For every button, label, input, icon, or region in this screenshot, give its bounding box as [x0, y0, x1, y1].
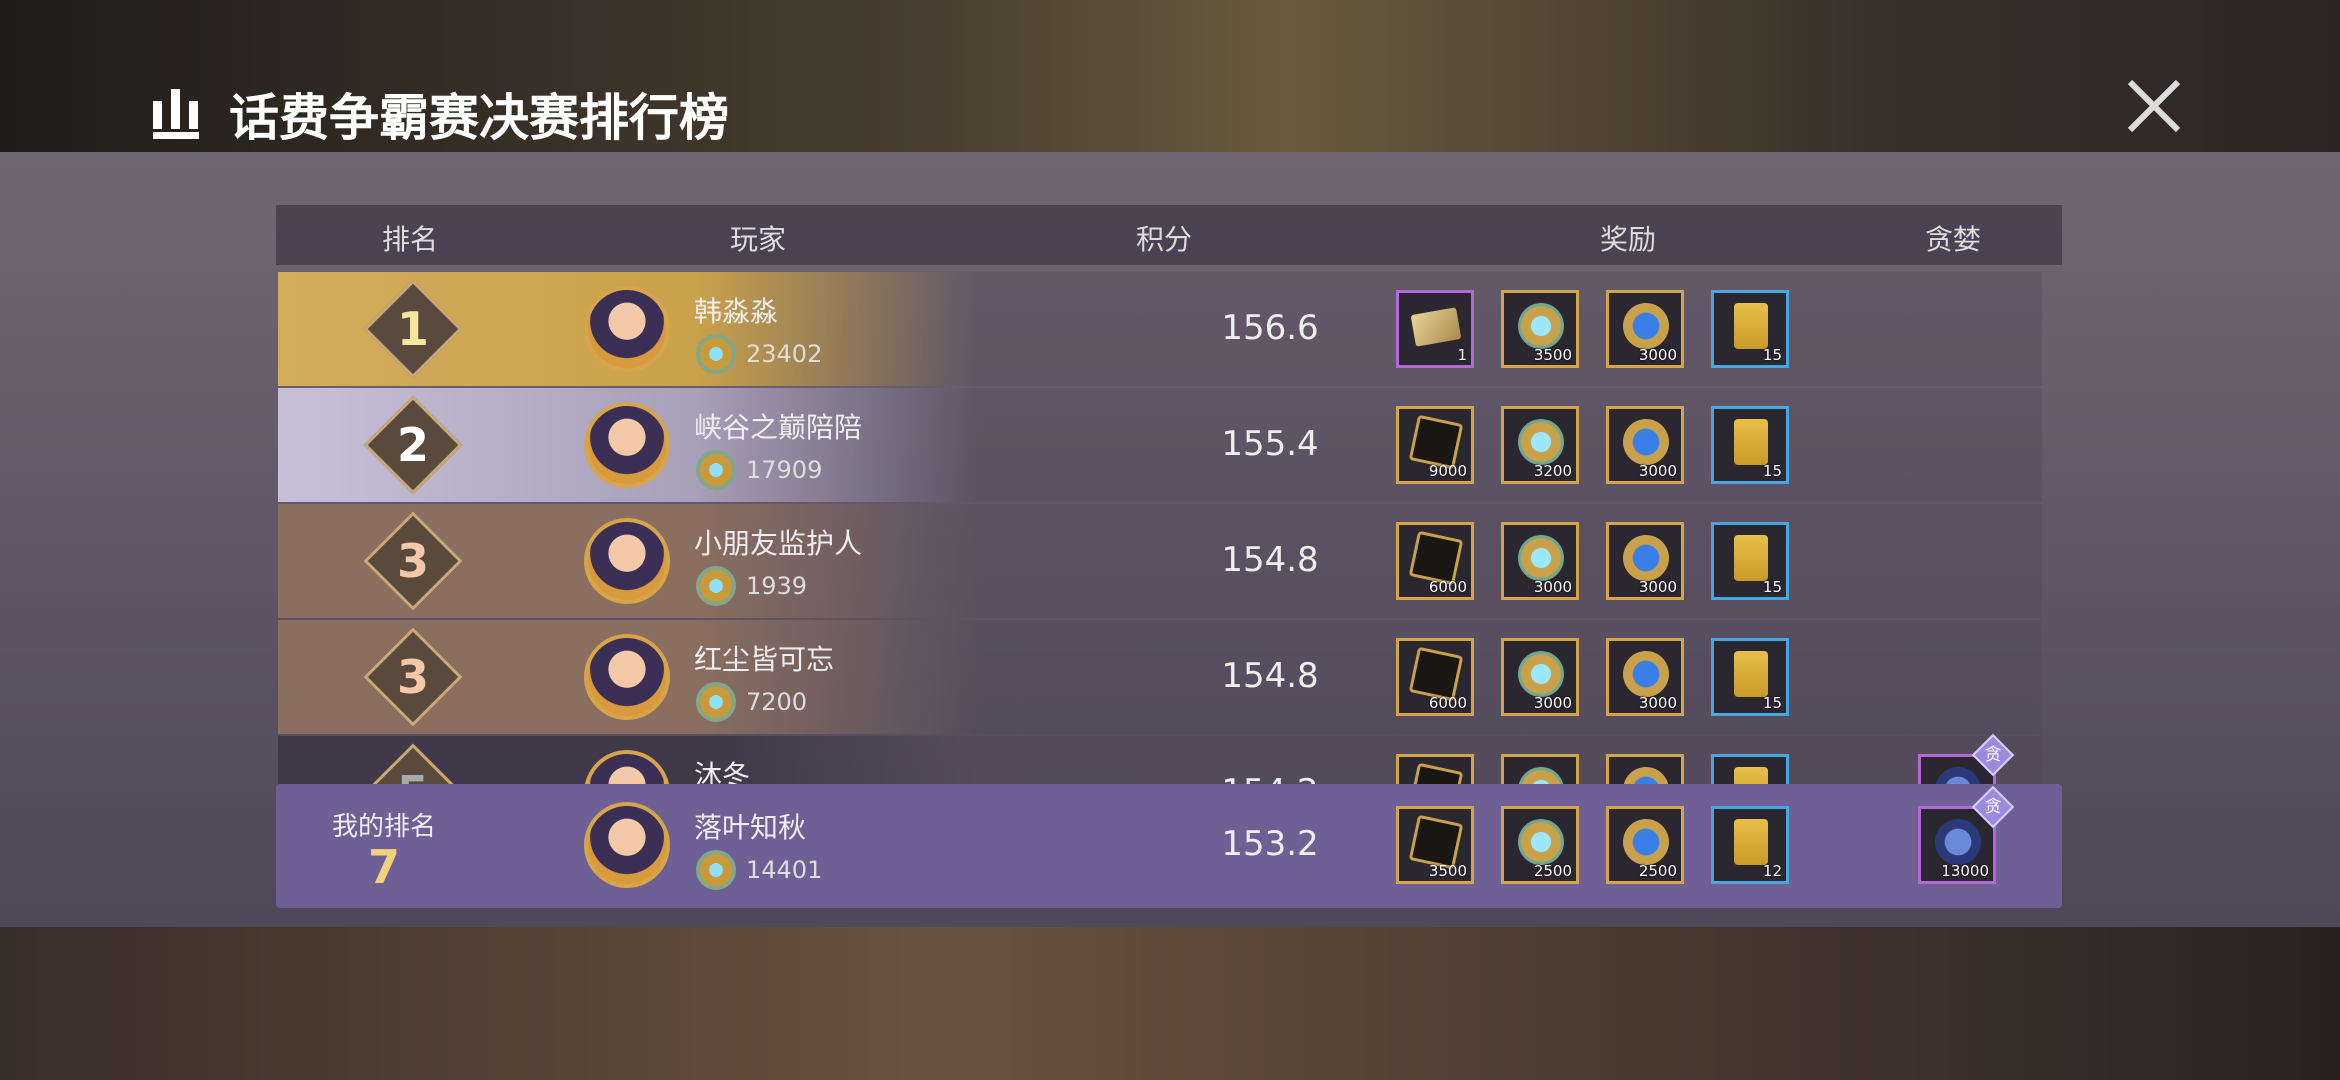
reward-item[interactable] — [1711, 754, 1789, 784]
crystal-coin-icon — [1518, 419, 1564, 465]
reward-item[interactable] — [1501, 754, 1579, 784]
player-name: 沐冬 — [694, 759, 751, 784]
crystal-coin-icon — [1518, 767, 1564, 784]
player-avatar[interactable] — [584, 402, 670, 488]
crystal-coin-icon — [696, 850, 736, 890]
reward-item[interactable]: 15 — [1711, 522, 1789, 600]
card-icon — [1408, 762, 1464, 784]
crystal-coin-icon — [696, 334, 736, 374]
player-name: 小朋友监护人 — [694, 527, 863, 560]
blue-gem-icon — [1623, 651, 1669, 697]
reward-item[interactable]: 15 — [1711, 638, 1789, 716]
player-avatar[interactable] — [584, 518, 670, 604]
player-score: 153.2 — [1221, 824, 1319, 864]
player-coins: 7200 — [746, 688, 808, 716]
table-row[interactable]: 1 韩淼淼 23402 156.6 1 3500 3000 15 — [278, 272, 2042, 386]
crystal-coin-icon — [696, 450, 736, 490]
reward-item[interactable]: 3000 — [1606, 522, 1684, 600]
background-scene — [0, 927, 2340, 1080]
crystal-coin-icon — [1518, 651, 1564, 697]
reward-item[interactable]: 3000 — [1501, 522, 1579, 600]
trophy-icon — [1734, 535, 1768, 581]
col-player: 玩家 — [729, 223, 787, 256]
player-name: 落叶知秋 — [694, 811, 807, 844]
player-name: 韩淼淼 — [694, 295, 779, 328]
player-score: 155.4 — [1221, 424, 1319, 464]
player-name: 峡谷之巅陪陪 — [694, 411, 863, 444]
table-row[interactable]: 3 小朋友监护人 1939 154.8 6000 3000 3000 15 — [278, 504, 2042, 618]
crystal-coin-icon — [1518, 819, 1564, 865]
reward-item[interactable]: 12 — [1711, 806, 1789, 884]
reward-item[interactable]: 6000 — [1396, 522, 1474, 600]
blue-gem-icon — [1623, 419, 1669, 465]
player-avatar[interactable] — [584, 286, 670, 372]
player-score: 154.8 — [1221, 656, 1319, 696]
blue-gem-icon — [1623, 303, 1669, 349]
player-coins: 17909 — [746, 456, 823, 484]
trophy-icon — [1734, 767, 1768, 784]
title-bar — [0, 0, 2340, 152]
player-avatar[interactable] — [584, 802, 670, 888]
player-coins: 14401 — [746, 856, 823, 884]
blue-coin-icon — [1935, 819, 1981, 865]
close-button[interactable] — [2126, 78, 2182, 134]
blue-gem-icon — [1623, 767, 1669, 784]
blue-coin-icon — [1935, 767, 1981, 784]
crystal-coin-icon — [696, 566, 736, 606]
crystal-coin-icon — [696, 682, 736, 722]
reward-item[interactable]: 2500 — [1501, 806, 1579, 884]
col-greed: 贪婪 — [1924, 223, 1982, 256]
player-coins: 23402 — [746, 340, 823, 368]
player-score: 156.6 — [1221, 308, 1319, 348]
page-title: 话费争霸赛决赛排行榜 — [153, 78, 729, 150]
my-rank-number: 7 — [367, 840, 400, 894]
reward-item[interactable]: 3500 — [1501, 290, 1579, 368]
player-score: 154.2 — [1170, 772, 1370, 784]
blue-gem-icon — [1623, 535, 1669, 581]
crystal-coin-icon — [1518, 303, 1564, 349]
reward-item[interactable]: 6000 — [1396, 638, 1474, 716]
player-coins: 1939 — [746, 572, 808, 600]
trophy-icon — [1734, 819, 1768, 865]
reward-item[interactable]: 3000 — [1606, 290, 1684, 368]
table-row[interactable]: 3 红尘皆可忘 7200 154.8 6000 3000 3000 15 — [278, 620, 2042, 734]
phone-bill-100-icon — [1410, 307, 1462, 347]
reward-item[interactable]: 2500 — [1606, 806, 1684, 884]
trophy-icon — [1734, 419, 1768, 465]
reward-item[interactable]: 15 — [1711, 290, 1789, 368]
reward-item[interactable] — [1606, 754, 1684, 784]
crystal-coin-icon — [1518, 535, 1564, 581]
reward-item[interactable]: 1 — [1396, 290, 1474, 368]
trophy-icon — [1734, 651, 1768, 697]
reward-item[interactable] — [1396, 754, 1474, 784]
table-row[interactable]: 2 峡谷之巅陪陪 17909 155.4 9000 3200 3000 15 — [278, 388, 2042, 502]
col-rewards: 奖励 — [1599, 223, 1657, 256]
table-row[interactable]: 5沐冬154.2贪 — [278, 733, 2042, 784]
col-rank: 排名 — [381, 223, 439, 256]
col-score: 积分 — [1135, 223, 1193, 256]
ranking-list[interactable]: 1 韩淼淼 23402 156.6 1 3500 3000 15 2 峡谷之巅陪陪 17909 155… — [278, 272, 2042, 784]
reward-item[interactable]: 9000 — [1396, 406, 1474, 484]
my-rank-label: 我的排名 — [331, 812, 436, 842]
reward-item[interactable]: 3200 — [1501, 406, 1579, 484]
player-score: 154.8 — [1221, 540, 1319, 580]
trophy-icon — [1734, 303, 1768, 349]
reward-item[interactable]: 3000 — [1606, 638, 1684, 716]
leaderboard-icon — [153, 89, 199, 139]
reward-item[interactable]: 3000 — [1606, 406, 1684, 484]
reward-item[interactable]: 3500 — [1396, 806, 1474, 884]
reward-item[interactable]: 15 — [1711, 406, 1789, 484]
reward-item[interactable]: 3000 — [1501, 638, 1579, 716]
my-rank-content: 落叶知秋 14401 153.2 3500 2500 2500 12 13000 贪 — [278, 785, 2042, 902]
my-rank-row: 我的排名 7 落叶知秋 14401 153.2 3500 2500 2500 12 13000… — [276, 784, 2062, 908]
player-name: 红尘皆可忘 — [694, 643, 835, 676]
table-header: 排名 玩家 积分 奖励 贪婪 — [276, 205, 2062, 265]
player-avatar[interactable] — [584, 634, 670, 720]
blue-gem-icon — [1623, 819, 1669, 865]
